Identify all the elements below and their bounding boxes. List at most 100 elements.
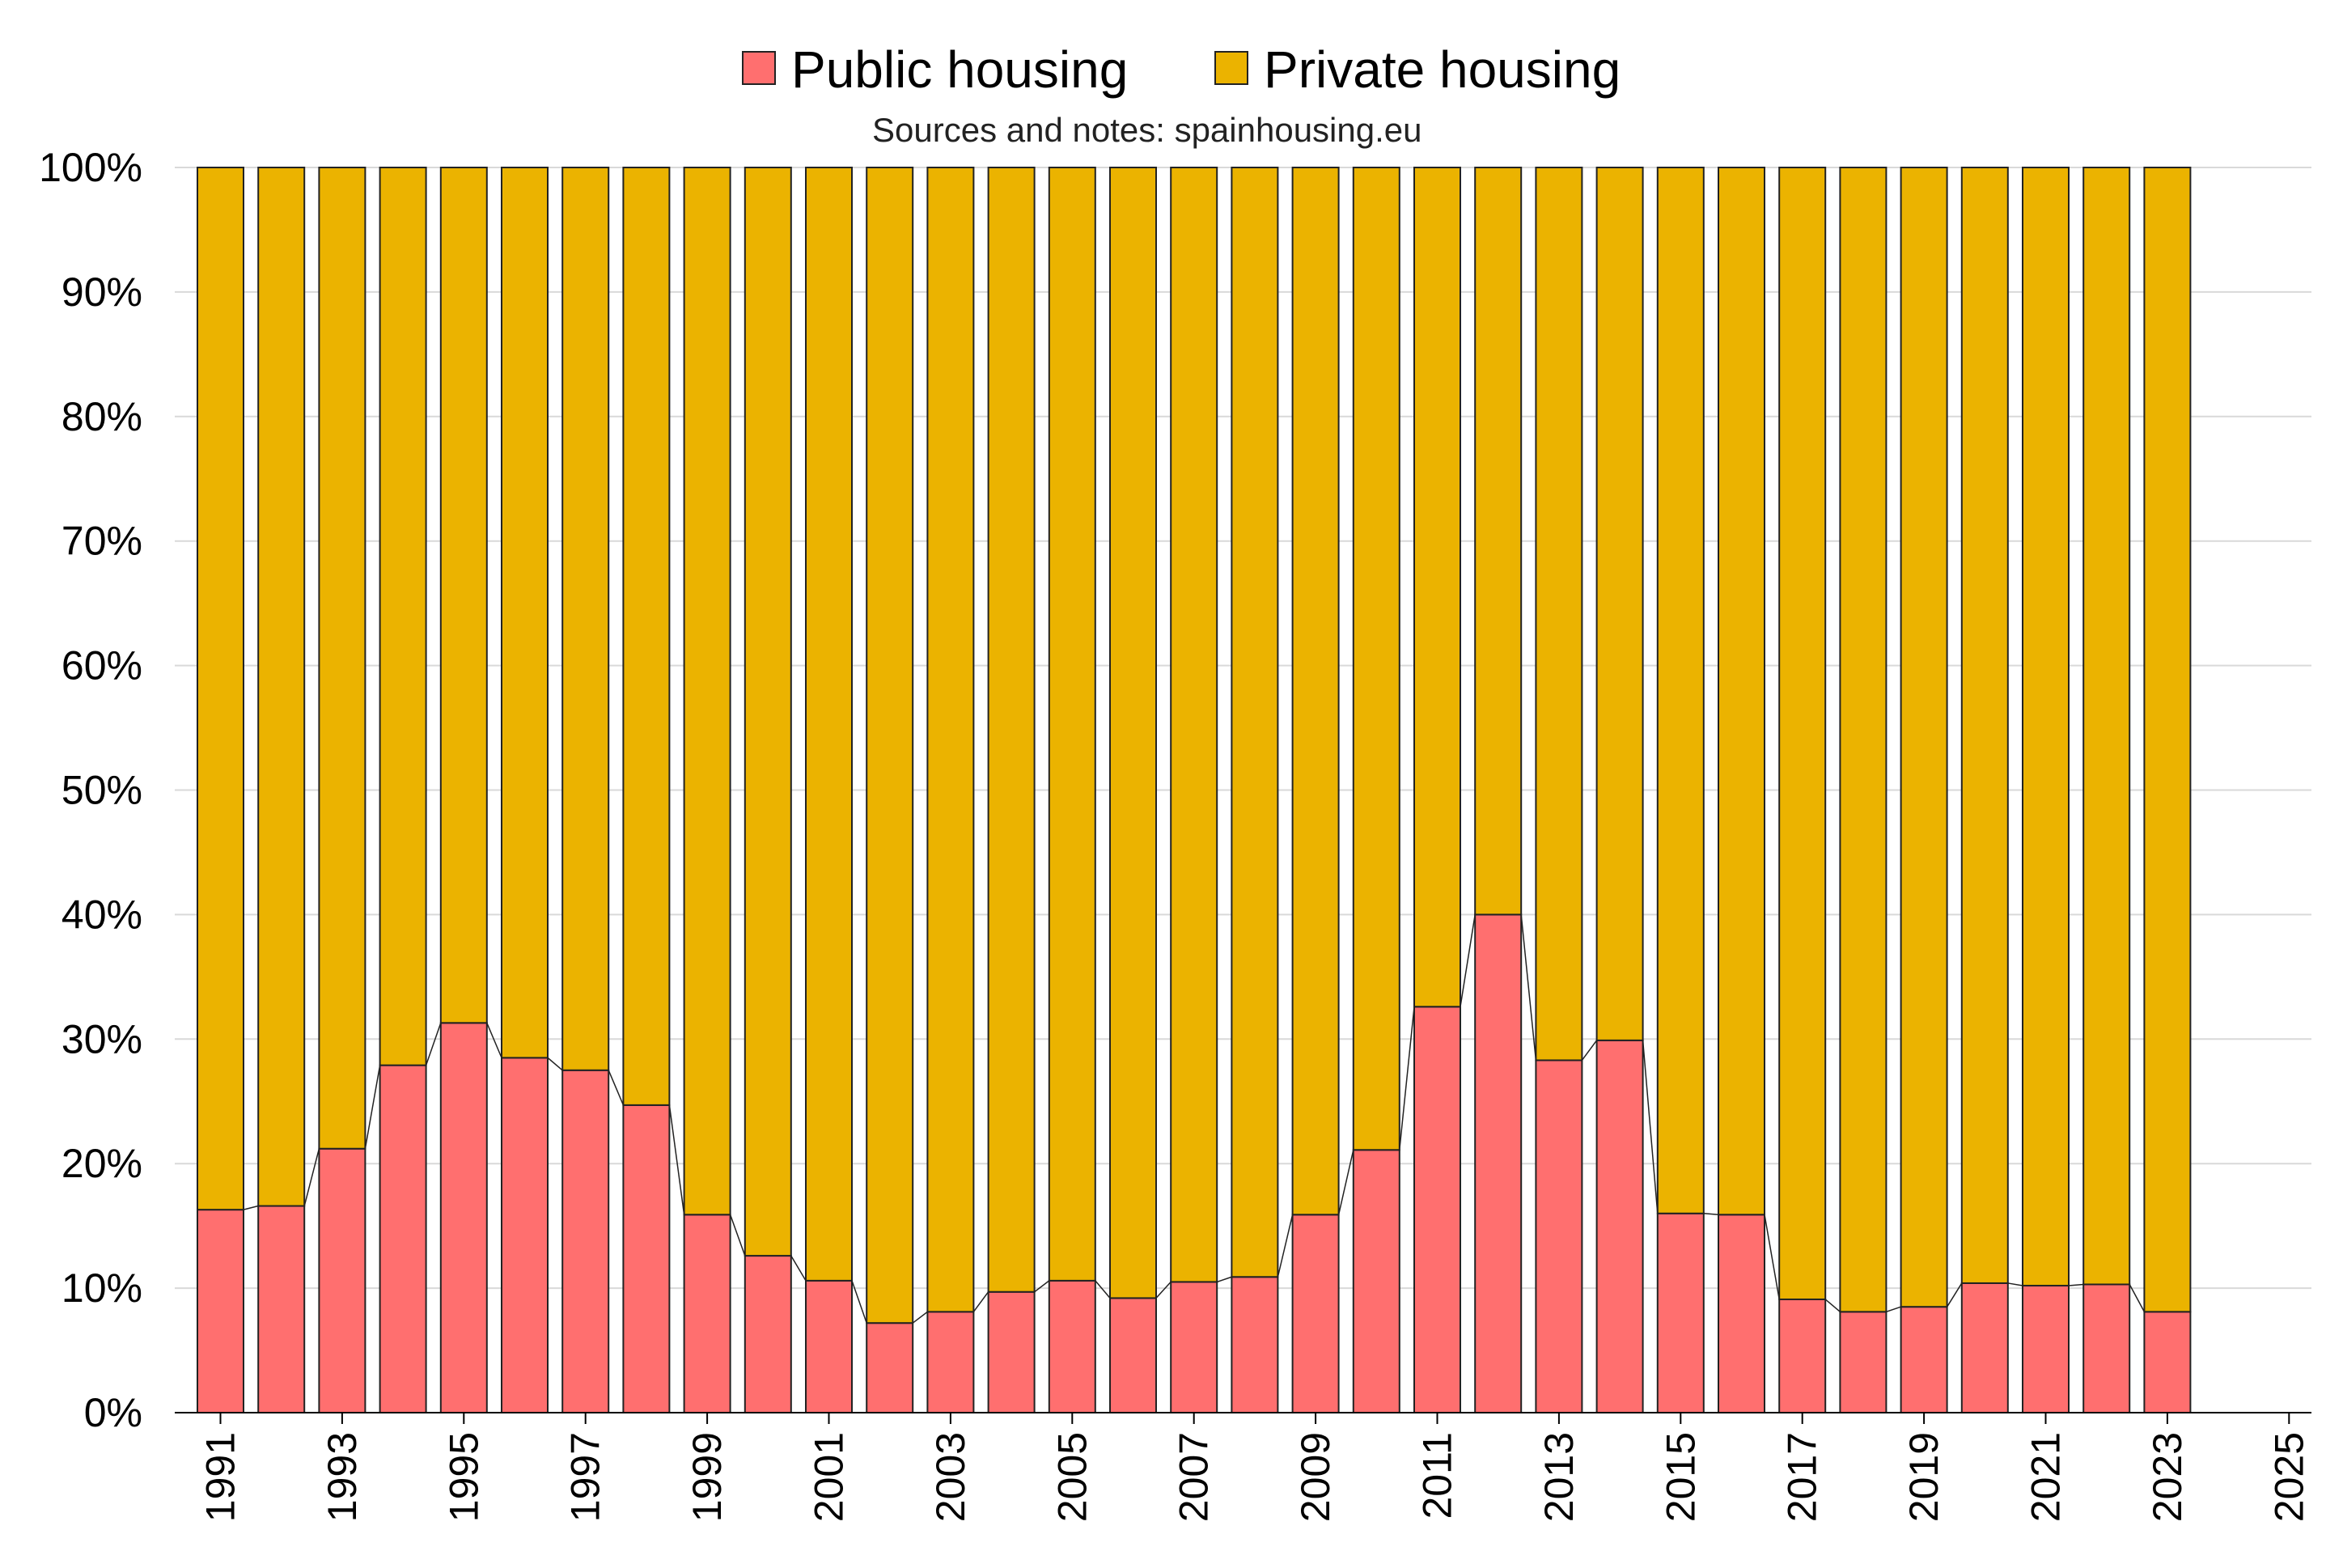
- x-tick-label: 2023: [2145, 1432, 2190, 1522]
- bar-private-2006: [1109, 167, 1157, 1299]
- series-line-public: [1703, 1213, 1719, 1216]
- bar-private-2014: [1595, 167, 1644, 1041]
- bar-private-2008: [1231, 167, 1279, 1278]
- bar-private-1995: [439, 167, 488, 1024]
- bar-private-2009: [1291, 167, 1340, 1216]
- series-line-public: [1155, 1281, 1172, 1299]
- series-line-public: [1399, 1006, 1415, 1151]
- x-tick-label: 2003: [928, 1432, 973, 1522]
- bar-private-2005: [1048, 167, 1096, 1282]
- series-line-public: [851, 1280, 867, 1324]
- series-line-public: [729, 1214, 746, 1257]
- bar-public-2006: [1109, 1297, 1157, 1413]
- bar-public-1995: [439, 1022, 488, 1413]
- bar-public-2008: [1231, 1276, 1279, 1414]
- series-line-public: [1277, 1214, 1294, 1278]
- x-tick-label: 2015: [1658, 1432, 1703, 1522]
- bar-public-1997: [561, 1069, 610, 1414]
- series-line-public: [1764, 1214, 1780, 1300]
- series-line-public: [425, 1023, 442, 1066]
- series-line-public: [1824, 1299, 1841, 1312]
- x-tick-label: 2013: [1536, 1432, 1582, 1522]
- x-tick-label: 2011: [1415, 1432, 1460, 1519]
- bar-public-2013: [1535, 1059, 1583, 1413]
- series-line-public: [2068, 1283, 2084, 1286]
- bar-private-2001: [805, 167, 853, 1282]
- x-tick-label: 1997: [563, 1432, 608, 1522]
- bar-public-2009: [1291, 1214, 1340, 1413]
- bar-public-1992: [257, 1205, 306, 1413]
- bar-public-2014: [1595, 1039, 1644, 1413]
- series-line-public: [1642, 1040, 1659, 1214]
- y-tick-label: 50%: [61, 768, 142, 813]
- bar-private-1994: [379, 167, 427, 1066]
- x-tick-label: 1999: [684, 1432, 730, 1522]
- series-line-public: [1337, 1150, 1354, 1215]
- x-tick-label: 1993: [320, 1432, 365, 1522]
- bar-private-2013: [1535, 167, 1583, 1062]
- bar-private-2023: [2143, 167, 2192, 1313]
- bar-public-2005: [1048, 1279, 1096, 1413]
- bar-private-1991: [197, 167, 244, 1211]
- bar-private-2016: [1718, 167, 1765, 1216]
- bar-public-2015: [1656, 1212, 1705, 1414]
- x-tick-label: 2019: [1901, 1432, 1947, 1522]
- series-line-public: [972, 1291, 989, 1312]
- y-tick-label: 20%: [61, 1141, 142, 1186]
- bar-public-2002: [866, 1322, 914, 1414]
- y-tick-label: 100%: [39, 145, 142, 190]
- series-line-public: [547, 1057, 563, 1071]
- bar-private-2017: [1778, 167, 1827, 1300]
- bar-private-2018: [1839, 167, 1888, 1313]
- x-tick-label: 1995: [441, 1432, 486, 1522]
- y-tick-label: 0%: [84, 1390, 142, 1435]
- bar-private-2012: [1474, 167, 1523, 916]
- bar-private-1997: [561, 167, 610, 1071]
- series-line-public: [303, 1148, 320, 1206]
- y-tick-label: 10%: [61, 1265, 142, 1311]
- y-tick-label: 60%: [61, 643, 142, 689]
- bar-private-1992: [257, 167, 306, 1207]
- bar-public-2022: [2082, 1283, 2131, 1414]
- bar-public-1999: [683, 1214, 731, 1413]
- bar-public-2010: [1352, 1149, 1400, 1413]
- series-line-public: [790, 1255, 807, 1282]
- chart-subtitle: Sources and notes: spainhousing.eu: [872, 111, 1422, 149]
- bar-public-2017: [1778, 1298, 1827, 1414]
- bar-public-2018: [1839, 1311, 1888, 1413]
- connector-lines: [243, 914, 2146, 1324]
- bar-public-2001: [805, 1279, 853, 1413]
- series-line-public: [1034, 1280, 1050, 1293]
- x-tick-label: 2005: [1049, 1432, 1095, 1522]
- bar-private-1999: [683, 167, 731, 1216]
- y-tick-label: 70%: [61, 519, 142, 564]
- bar-private-2004: [987, 167, 1036, 1293]
- bar-public-2004: [987, 1290, 1036, 1414]
- legend-label-private: Private housing: [1264, 40, 1621, 99]
- x-tick-label: 1991: [198, 1432, 244, 1522]
- x-tick-label: 2009: [1293, 1432, 1338, 1522]
- bar-public-1998: [622, 1104, 671, 1413]
- y-tick-label: 80%: [61, 394, 142, 439]
- bar-public-2016: [1718, 1214, 1765, 1413]
- bar-public-2021: [2022, 1285, 2070, 1413]
- legend: Public housing Private housing: [742, 40, 1621, 99]
- legend-swatch-private: [1214, 51, 1248, 85]
- bar-private-2007: [1170, 167, 1218, 1283]
- x-tick-label: 2017: [1780, 1432, 1825, 1522]
- series-line-public: [364, 1065, 381, 1149]
- series-line-public: [1460, 914, 1476, 1007]
- bar-public-1994: [379, 1064, 427, 1414]
- bar-public-2011: [1413, 1006, 1461, 1413]
- x-tick-label: 2001: [807, 1432, 852, 1522]
- bars: [197, 167, 2192, 1414]
- bar-public-2007: [1170, 1281, 1218, 1414]
- bar-private-2019: [1900, 167, 1948, 1308]
- series-line-public: [912, 1311, 928, 1324]
- y-tick-label: 90%: [61, 269, 142, 315]
- bar-private-2015: [1656, 167, 1705, 1214]
- bar-public-1991: [197, 1209, 244, 1413]
- series-line-public: [1216, 1276, 1232, 1283]
- x-tick-label: 2025: [2266, 1432, 2311, 1522]
